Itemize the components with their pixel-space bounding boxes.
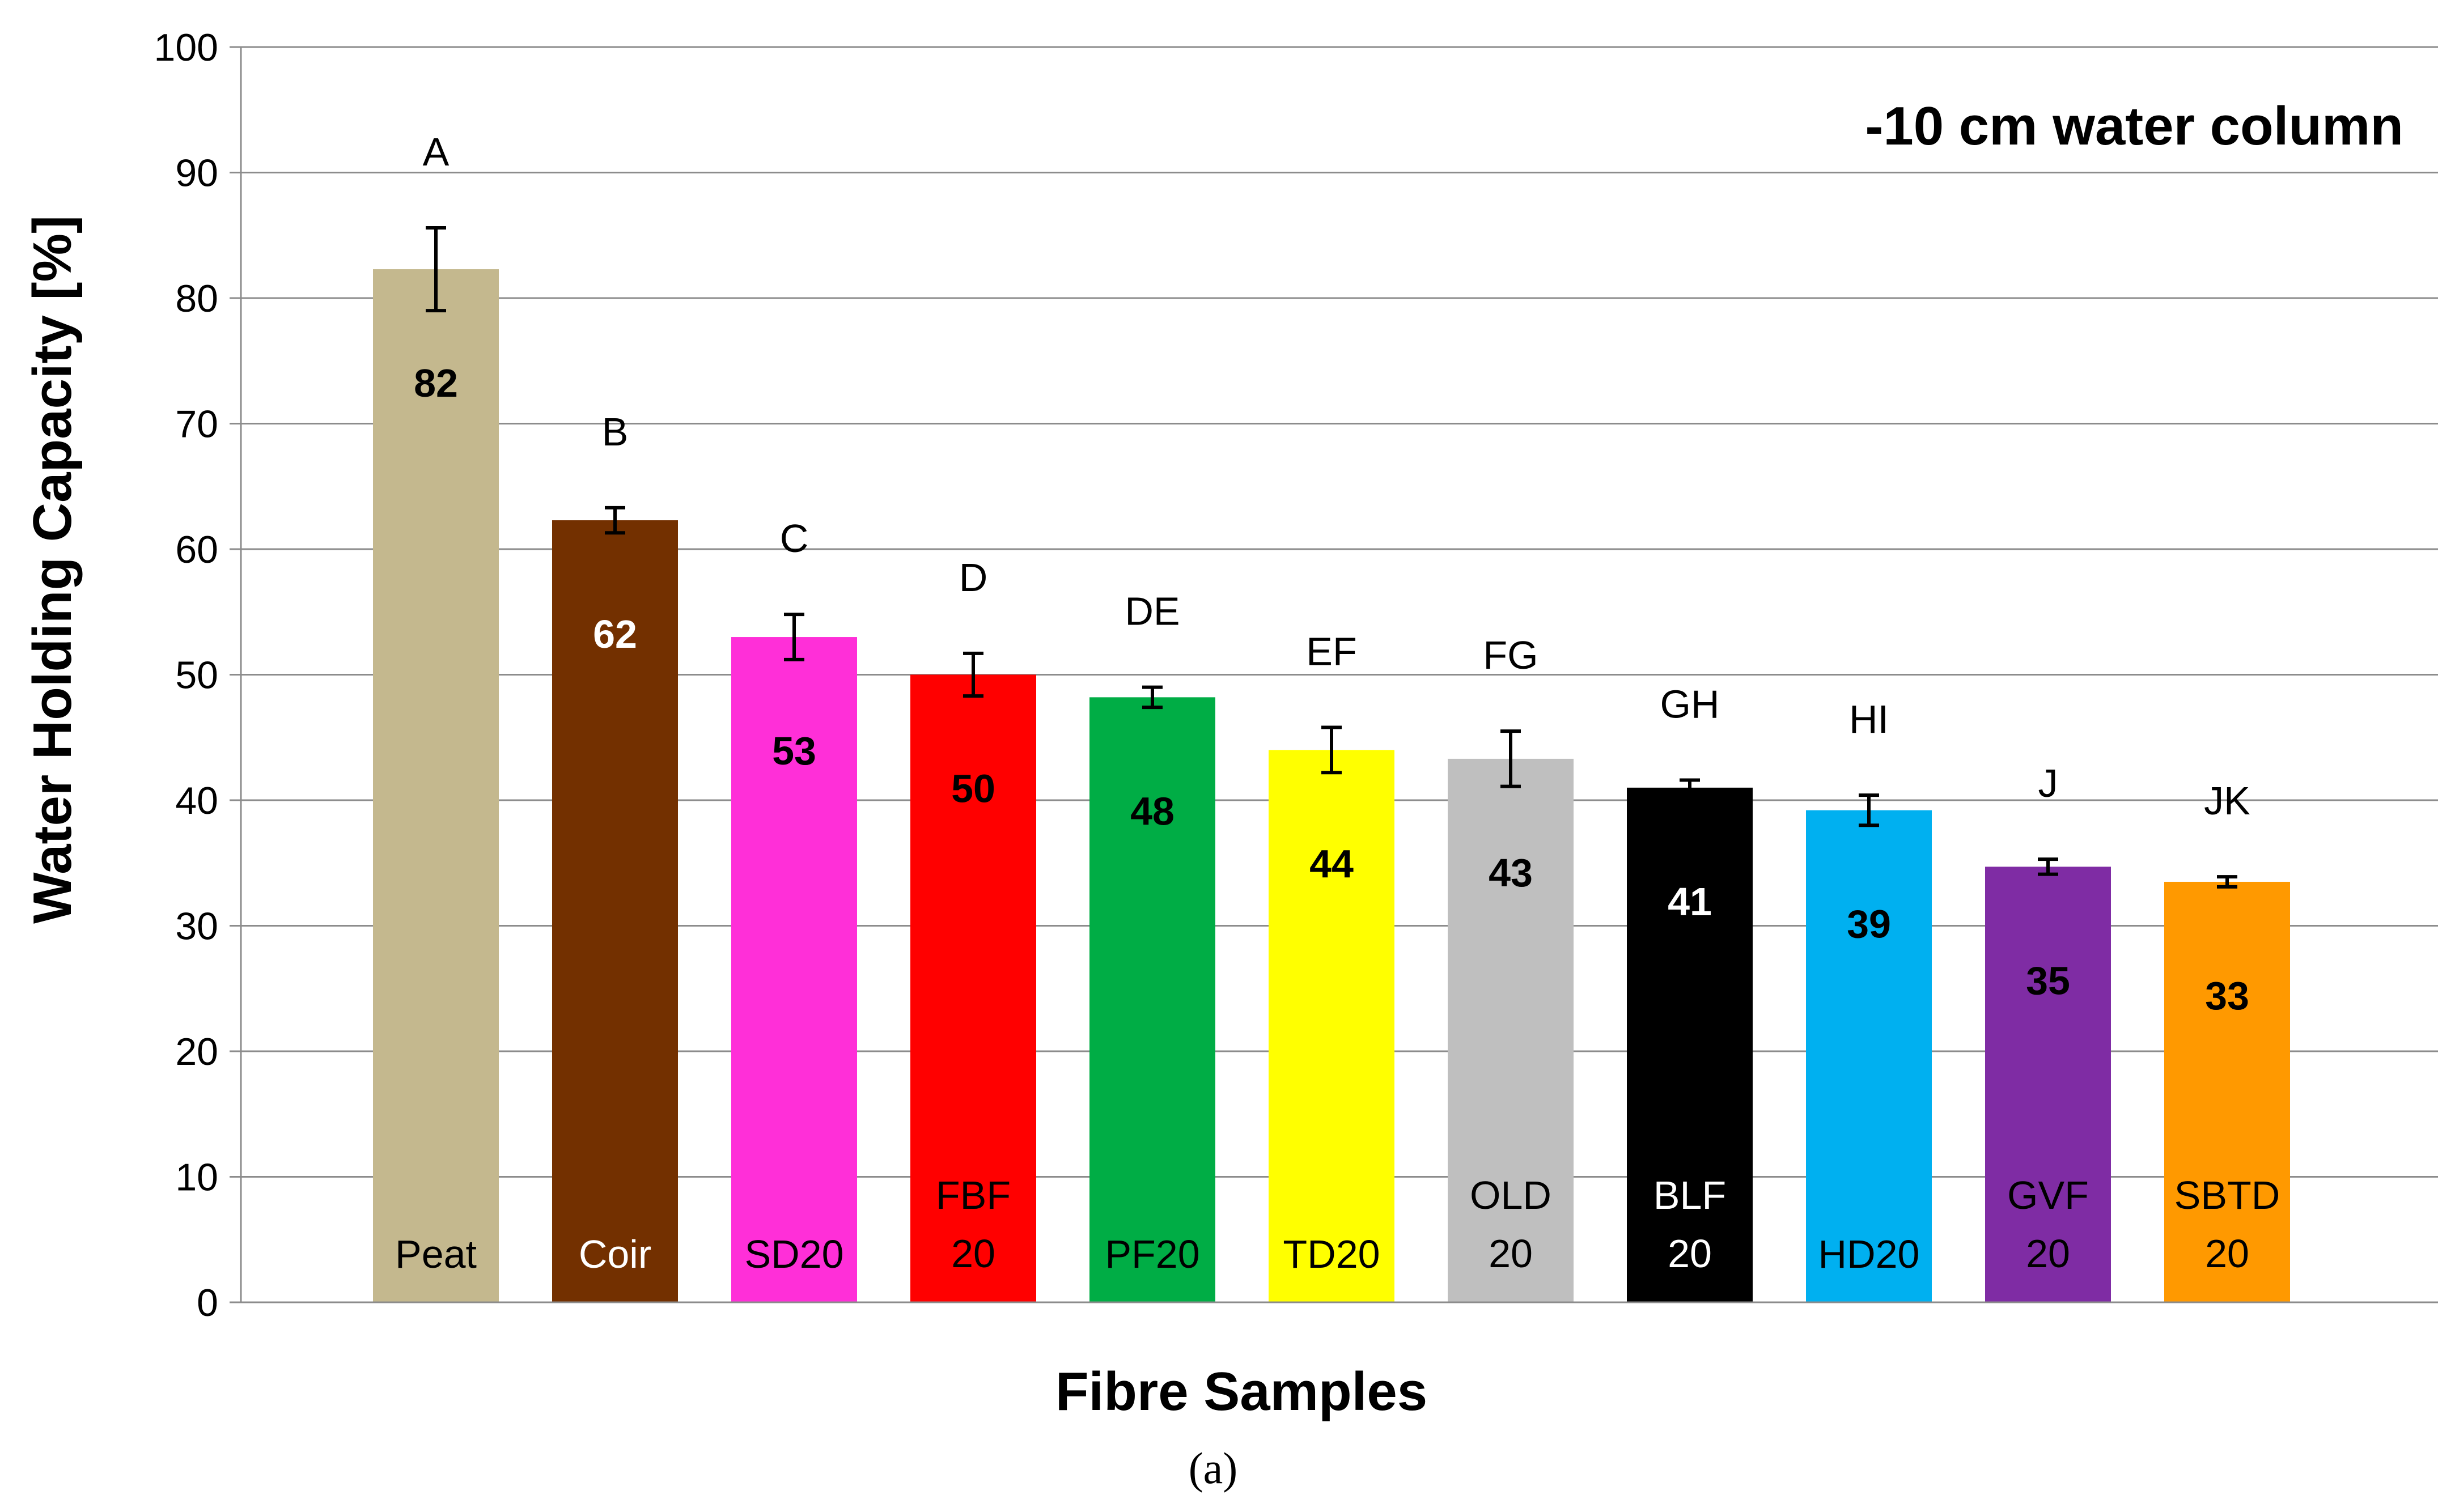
error-bars (426, 226, 2237, 889)
y-tick-label: 40 (175, 779, 218, 822)
group-letter: A (423, 130, 450, 174)
bar (1448, 758, 1574, 1302)
category-label-line: 20 (2026, 1231, 2070, 1276)
bar (1627, 787, 1753, 1302)
y-tick-label: 60 (175, 528, 218, 571)
value-label: 43 (1489, 851, 1533, 895)
category-label-line: SBTD (2174, 1173, 2280, 1217)
group-letter: HI (1849, 697, 1889, 741)
category-label-line: BLF (1653, 1173, 1726, 1217)
figure-caption: (a) (1189, 1443, 1238, 1493)
bar (1985, 867, 2111, 1302)
y-tick-label: 10 (175, 1156, 218, 1199)
y-tick-label: 50 (175, 654, 218, 697)
category-label-line: GVF (2007, 1173, 2089, 1217)
group-letter: C (780, 516, 809, 560)
y-tick-label: 20 (175, 1030, 218, 1073)
group-letter: GH (1660, 682, 1720, 727)
group-letter: D (959, 555, 988, 600)
bar (1269, 750, 1394, 1302)
bar (552, 520, 678, 1303)
value-label: 50 (951, 767, 995, 811)
y-tick-label: 0 (197, 1281, 218, 1324)
group-letter: EF (1306, 630, 1356, 674)
bar-series (373, 269, 2290, 1303)
bar (373, 269, 499, 1303)
annotation-text: -10 cm water column (1865, 96, 2403, 156)
category-label: HD20 (1818, 1232, 1920, 1276)
value-label: 35 (2026, 958, 2070, 1003)
value-label: 33 (2205, 974, 2249, 1018)
category-label: GVF 20 (2007, 1173, 2089, 1276)
bar (731, 637, 857, 1302)
category-label: FBF 20 (936, 1173, 1011, 1276)
y-axis-ticks: 0 10 20 30 40 50 60 70 80 90 100 (154, 26, 241, 1324)
y-tick-label: 70 (175, 403, 218, 446)
bar (2164, 881, 2290, 1302)
value-label: 41 (1668, 880, 1712, 924)
category-label: TD20 (1283, 1232, 1380, 1276)
category-label: SBTD 20 (2174, 1173, 2280, 1276)
category-label-line: 20 (951, 1231, 995, 1276)
group-letter: JK (2204, 779, 2250, 823)
category-label-line: 20 (1489, 1231, 1533, 1276)
y-tick-label: 90 (175, 152, 218, 195)
category-label: Coir (579, 1232, 651, 1276)
category-labels: Peat Coir SD20 FBF 20 PF20 TD20 OLD 20 BLF 20 HD20 G… (395, 1173, 2280, 1276)
group-letter: B (602, 410, 629, 454)
group-letter: FG (1483, 633, 1538, 677)
group-letters: A B C D DE EF FG GH HI J JK (423, 130, 2250, 823)
y-axis-title: Water Holding Capacity [%] (22, 215, 83, 924)
x-axis-title: Fibre Samples (1055, 1361, 1427, 1422)
value-label: 39 (1847, 902, 1891, 946)
group-letter: J (2038, 761, 2058, 805)
bar (910, 674, 1036, 1302)
bar (1806, 810, 1932, 1302)
category-label-line: FBF (936, 1173, 1011, 1217)
category-label-line: OLD (1470, 1173, 1551, 1217)
value-label: 82 (414, 361, 458, 405)
category-label-line: 20 (1668, 1231, 1712, 1276)
category-label: SD20 (744, 1232, 843, 1276)
bar (1089, 697, 1215, 1302)
group-letter: DE (1125, 589, 1180, 634)
category-label: BLF 20 (1653, 1173, 1726, 1276)
value-label: 53 (772, 729, 816, 773)
y-tick-label: 100 (154, 26, 218, 69)
value-label: 44 (1309, 842, 1354, 886)
category-label: Peat (395, 1232, 477, 1276)
y-tick-label: 30 (175, 905, 218, 948)
value-label: 48 (1130, 789, 1175, 833)
y-tick-label: 80 (175, 277, 218, 320)
category-label: PF20 (1105, 1232, 1199, 1276)
category-label: OLD 20 (1470, 1173, 1551, 1276)
value-label: 62 (593, 612, 637, 656)
value-labels: 82 62 53 50 48 44 43 41 39 35 33 (414, 361, 2249, 1018)
category-label-line: 20 (2205, 1231, 2249, 1276)
